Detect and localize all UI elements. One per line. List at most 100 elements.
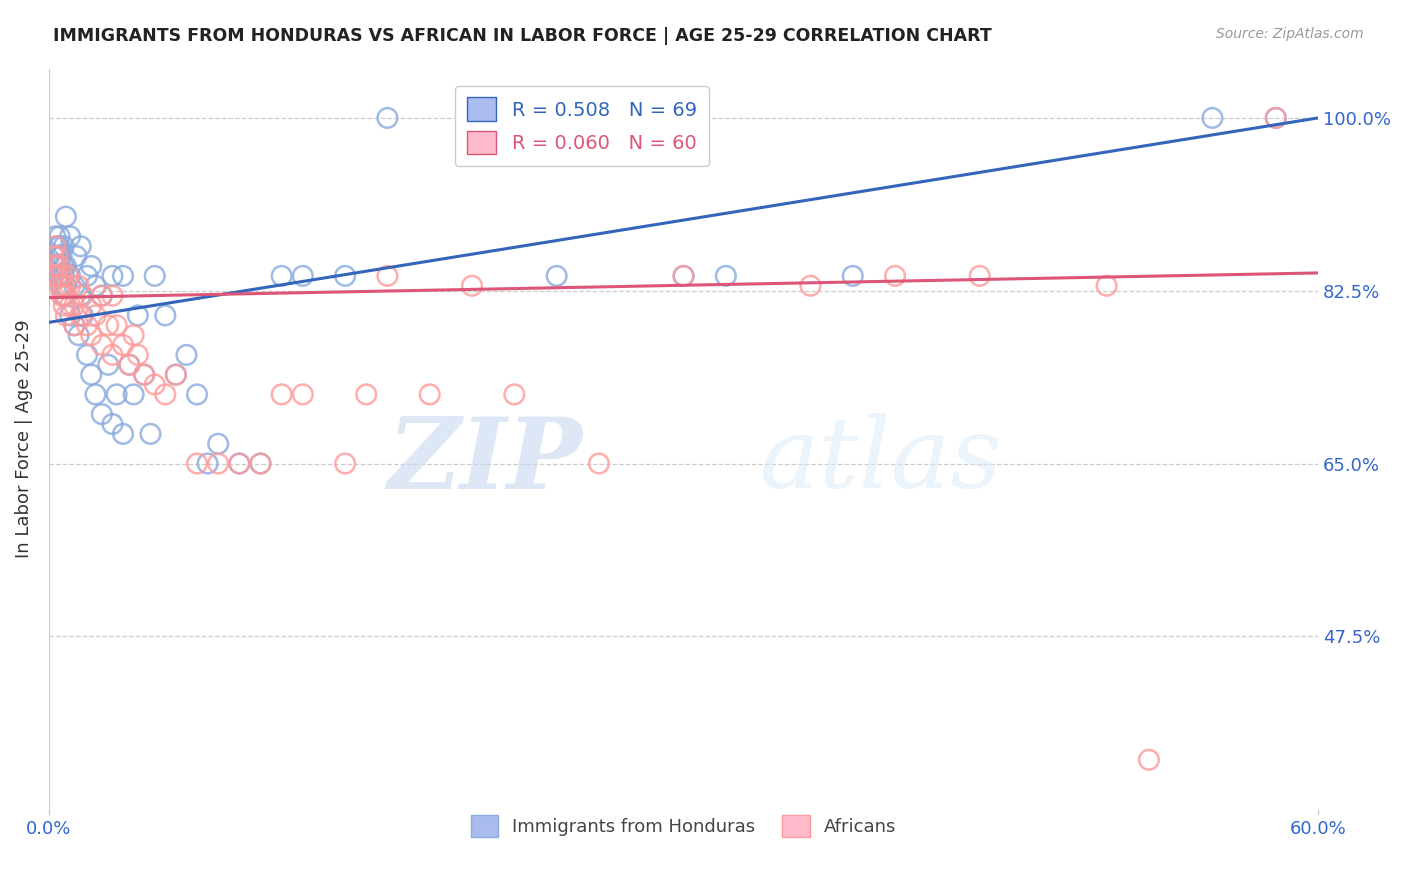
Point: [714, 268, 737, 283]
Point: [207, 436, 229, 450]
Point: [55, 278, 77, 293]
Point: [249, 457, 271, 471]
Point: [1201, 111, 1223, 125]
Point: [48, 259, 70, 273]
Point: [143, 377, 166, 392]
Point: [48, 259, 70, 273]
Point: [59, 278, 82, 293]
Point: [63, 299, 86, 313]
Point: [122, 328, 145, 343]
Point: [186, 457, 208, 471]
Point: [46, 259, 69, 273]
Point: [48, 278, 70, 293]
Point: [76, 268, 98, 283]
Point: [461, 278, 484, 293]
Point: [76, 348, 98, 362]
Point: [377, 268, 399, 283]
Point: [270, 387, 292, 401]
Point: [356, 387, 378, 401]
Point: [84, 278, 107, 293]
Point: [67, 278, 90, 293]
Point: [52, 288, 75, 302]
Point: [143, 268, 166, 283]
Point: [52, 268, 75, 283]
Point: [48, 249, 70, 263]
Point: [69, 239, 91, 253]
Point: [52, 278, 75, 293]
Point: [48, 239, 70, 253]
Point: [55, 309, 77, 323]
Point: [69, 288, 91, 302]
Point: [76, 318, 98, 333]
Point: [59, 268, 82, 283]
Point: [80, 368, 103, 382]
Point: [63, 318, 86, 333]
Point: [969, 268, 991, 283]
Point: [97, 358, 120, 372]
Point: [842, 268, 865, 283]
Point: [69, 309, 91, 323]
Point: [101, 268, 124, 283]
Point: [59, 309, 82, 323]
Point: [503, 387, 526, 401]
Point: [42, 268, 65, 283]
Point: [84, 387, 107, 401]
Point: [80, 299, 103, 313]
Point: [101, 288, 124, 302]
Point: [228, 457, 250, 471]
Point: [1095, 278, 1118, 293]
Point: [461, 111, 484, 125]
Point: [48, 229, 70, 244]
Point: [46, 239, 69, 253]
Point: [333, 457, 356, 471]
Point: [155, 387, 177, 401]
Point: [122, 387, 145, 401]
Point: [51, 288, 73, 302]
Point: [46, 249, 69, 263]
Point: [672, 268, 695, 283]
Point: [63, 318, 86, 333]
Point: [56, 268, 79, 283]
Point: [1264, 111, 1286, 125]
Point: [333, 268, 356, 283]
Text: Source: ZipAtlas.com: Source: ZipAtlas.com: [1216, 27, 1364, 41]
Point: [90, 288, 112, 302]
Point: [90, 288, 112, 302]
Point: [80, 328, 103, 343]
Point: [44, 259, 66, 273]
Point: [291, 387, 314, 401]
Point: [48, 268, 70, 283]
Point: [884, 268, 907, 283]
Point: [111, 426, 134, 441]
Point: [111, 268, 134, 283]
Point: [44, 249, 66, 263]
Point: [55, 210, 77, 224]
Point: [52, 259, 75, 273]
Point: [165, 368, 187, 382]
Point: [111, 338, 134, 352]
Point: [139, 426, 162, 441]
Point: [63, 278, 86, 293]
Point: [55, 259, 77, 273]
Text: ZIP: ZIP: [387, 413, 582, 509]
Point: [46, 268, 69, 283]
Point: [55, 288, 77, 302]
Point: [155, 309, 177, 323]
Point: [1264, 111, 1286, 125]
Point: [165, 368, 187, 382]
Point: [546, 268, 568, 283]
Point: [1137, 753, 1160, 767]
Point: [118, 358, 141, 372]
Point: [105, 387, 128, 401]
Point: [134, 368, 156, 382]
Point: [44, 229, 66, 244]
Point: [197, 457, 219, 471]
Point: [51, 268, 73, 283]
Point: [799, 278, 821, 293]
Point: [72, 309, 94, 323]
Point: [44, 239, 66, 253]
Point: [52, 299, 75, 313]
Point: [270, 268, 292, 283]
Point: [42, 268, 65, 283]
Point: [97, 318, 120, 333]
